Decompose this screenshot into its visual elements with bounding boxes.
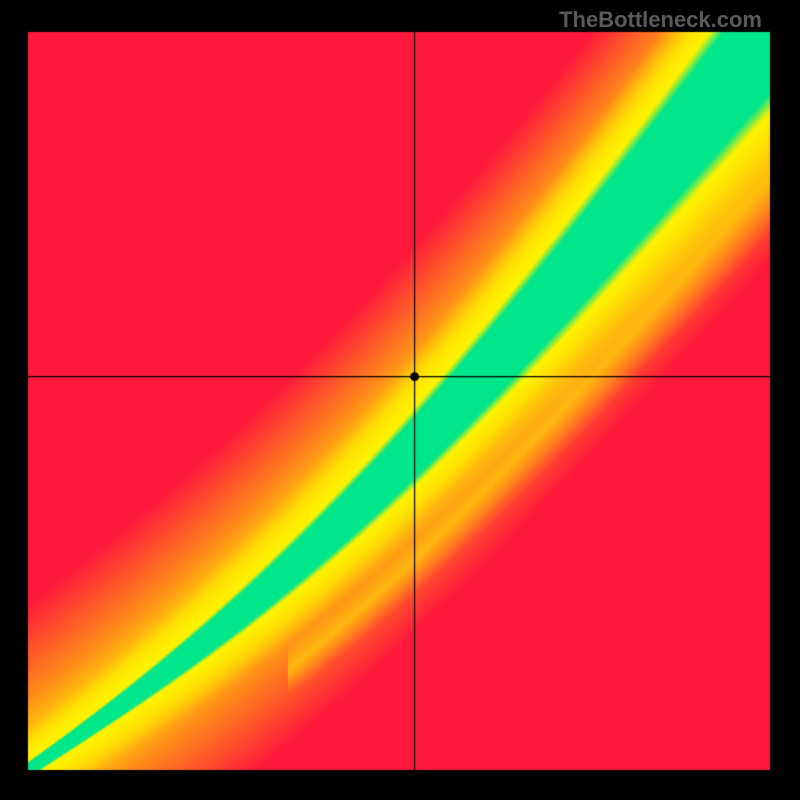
chart-container: { "watermark": { "text": "TheBottleneck.… xyxy=(0,0,800,800)
heatmap-canvas xyxy=(0,0,800,800)
watermark-text: TheBottleneck.com xyxy=(559,7,762,33)
